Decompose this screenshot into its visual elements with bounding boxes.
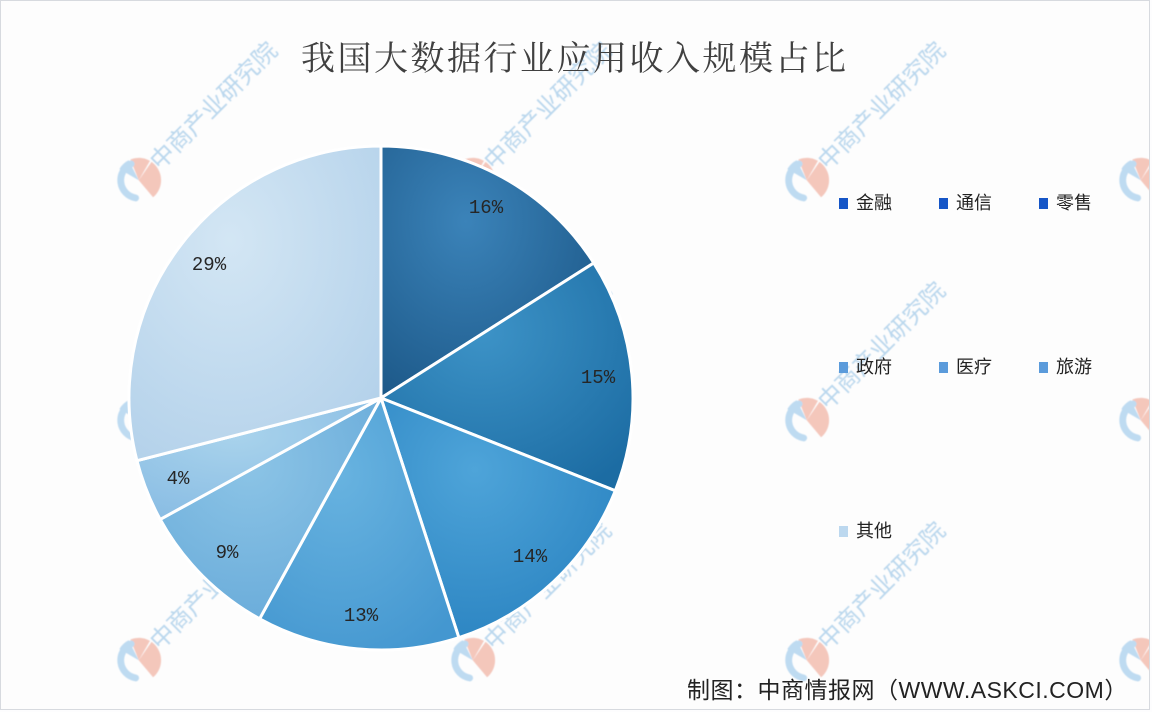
svg-text:4%: 4% [167, 468, 190, 490]
svg-text:14%: 14% [513, 546, 548, 568]
svg-text:16%: 16% [469, 197, 504, 219]
svg-text:15%: 15% [581, 367, 616, 389]
svg-text:9%: 9% [216, 542, 239, 564]
svg-text:29%: 29% [192, 254, 227, 276]
svg-text:13%: 13% [344, 605, 379, 627]
